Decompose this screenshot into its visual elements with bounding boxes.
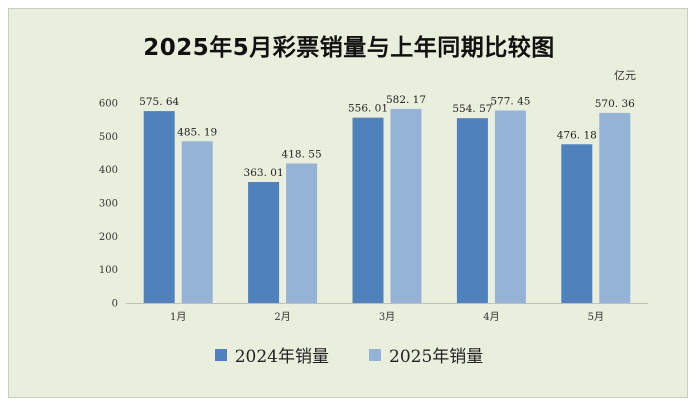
bar-2025 — [181, 141, 213, 303]
legend-label-2024: 2024年销量 — [234, 347, 329, 367]
chart-title: 2025年5月彩票销量与上年同期比较图 — [143, 35, 555, 61]
y-tick-label: 0 — [112, 299, 118, 310]
x-tick-label: 2月 — [274, 311, 290, 323]
data-label: 577. 45 — [490, 96, 530, 108]
data-label: 363. 01 — [244, 167, 284, 179]
legend-item-2025: 2025年销量 — [369, 342, 483, 367]
data-label: 582. 17 — [386, 94, 426, 106]
x-tick-label: 3月 — [379, 311, 395, 323]
y-tick-label: 500 — [99, 132, 118, 143]
data-label: 556. 01 — [348, 103, 388, 115]
unit-label: 亿元 — [614, 69, 636, 82]
data-label: 554. 57 — [452, 103, 492, 115]
legend-label-2025: 2025年销量 — [389, 347, 484, 367]
bar-2024 — [143, 111, 175, 304]
bar-2025 — [494, 110, 526, 304]
x-tick-label: 5月 — [588, 311, 604, 323]
bar-2025 — [286, 163, 318, 303]
legend-swatch-2025 — [369, 348, 381, 361]
y-tick-label: 300 — [99, 199, 118, 210]
bar-2024 — [352, 117, 384, 303]
x-tick-label: 1月 — [170, 311, 186, 323]
bar-2025 — [390, 108, 422, 304]
bar-2024 — [456, 118, 488, 303]
y-tick-label: 600 — [99, 99, 118, 110]
data-label: 418. 55 — [282, 148, 322, 160]
bar-2025 — [599, 112, 631, 303]
y-tick-label: 400 — [99, 165, 118, 176]
y-tick-label: 100 — [99, 265, 118, 276]
legend: 2024年销量 2025年销量 — [0, 342, 698, 367]
data-label: 485. 19 — [177, 126, 217, 138]
data-label: 570. 36 — [595, 98, 635, 110]
data-label: 575. 64 — [139, 96, 179, 108]
legend-swatch-2024 — [214, 348, 227, 361]
y-tick-label: 200 — [99, 232, 118, 243]
bar-2024 — [248, 181, 280, 303]
legend-item-2024: 2024年销量 — [214, 342, 329, 367]
data-label: 476. 18 — [557, 129, 597, 141]
x-tick-label: 4月 — [483, 311, 499, 323]
bar-2024 — [561, 144, 593, 303]
